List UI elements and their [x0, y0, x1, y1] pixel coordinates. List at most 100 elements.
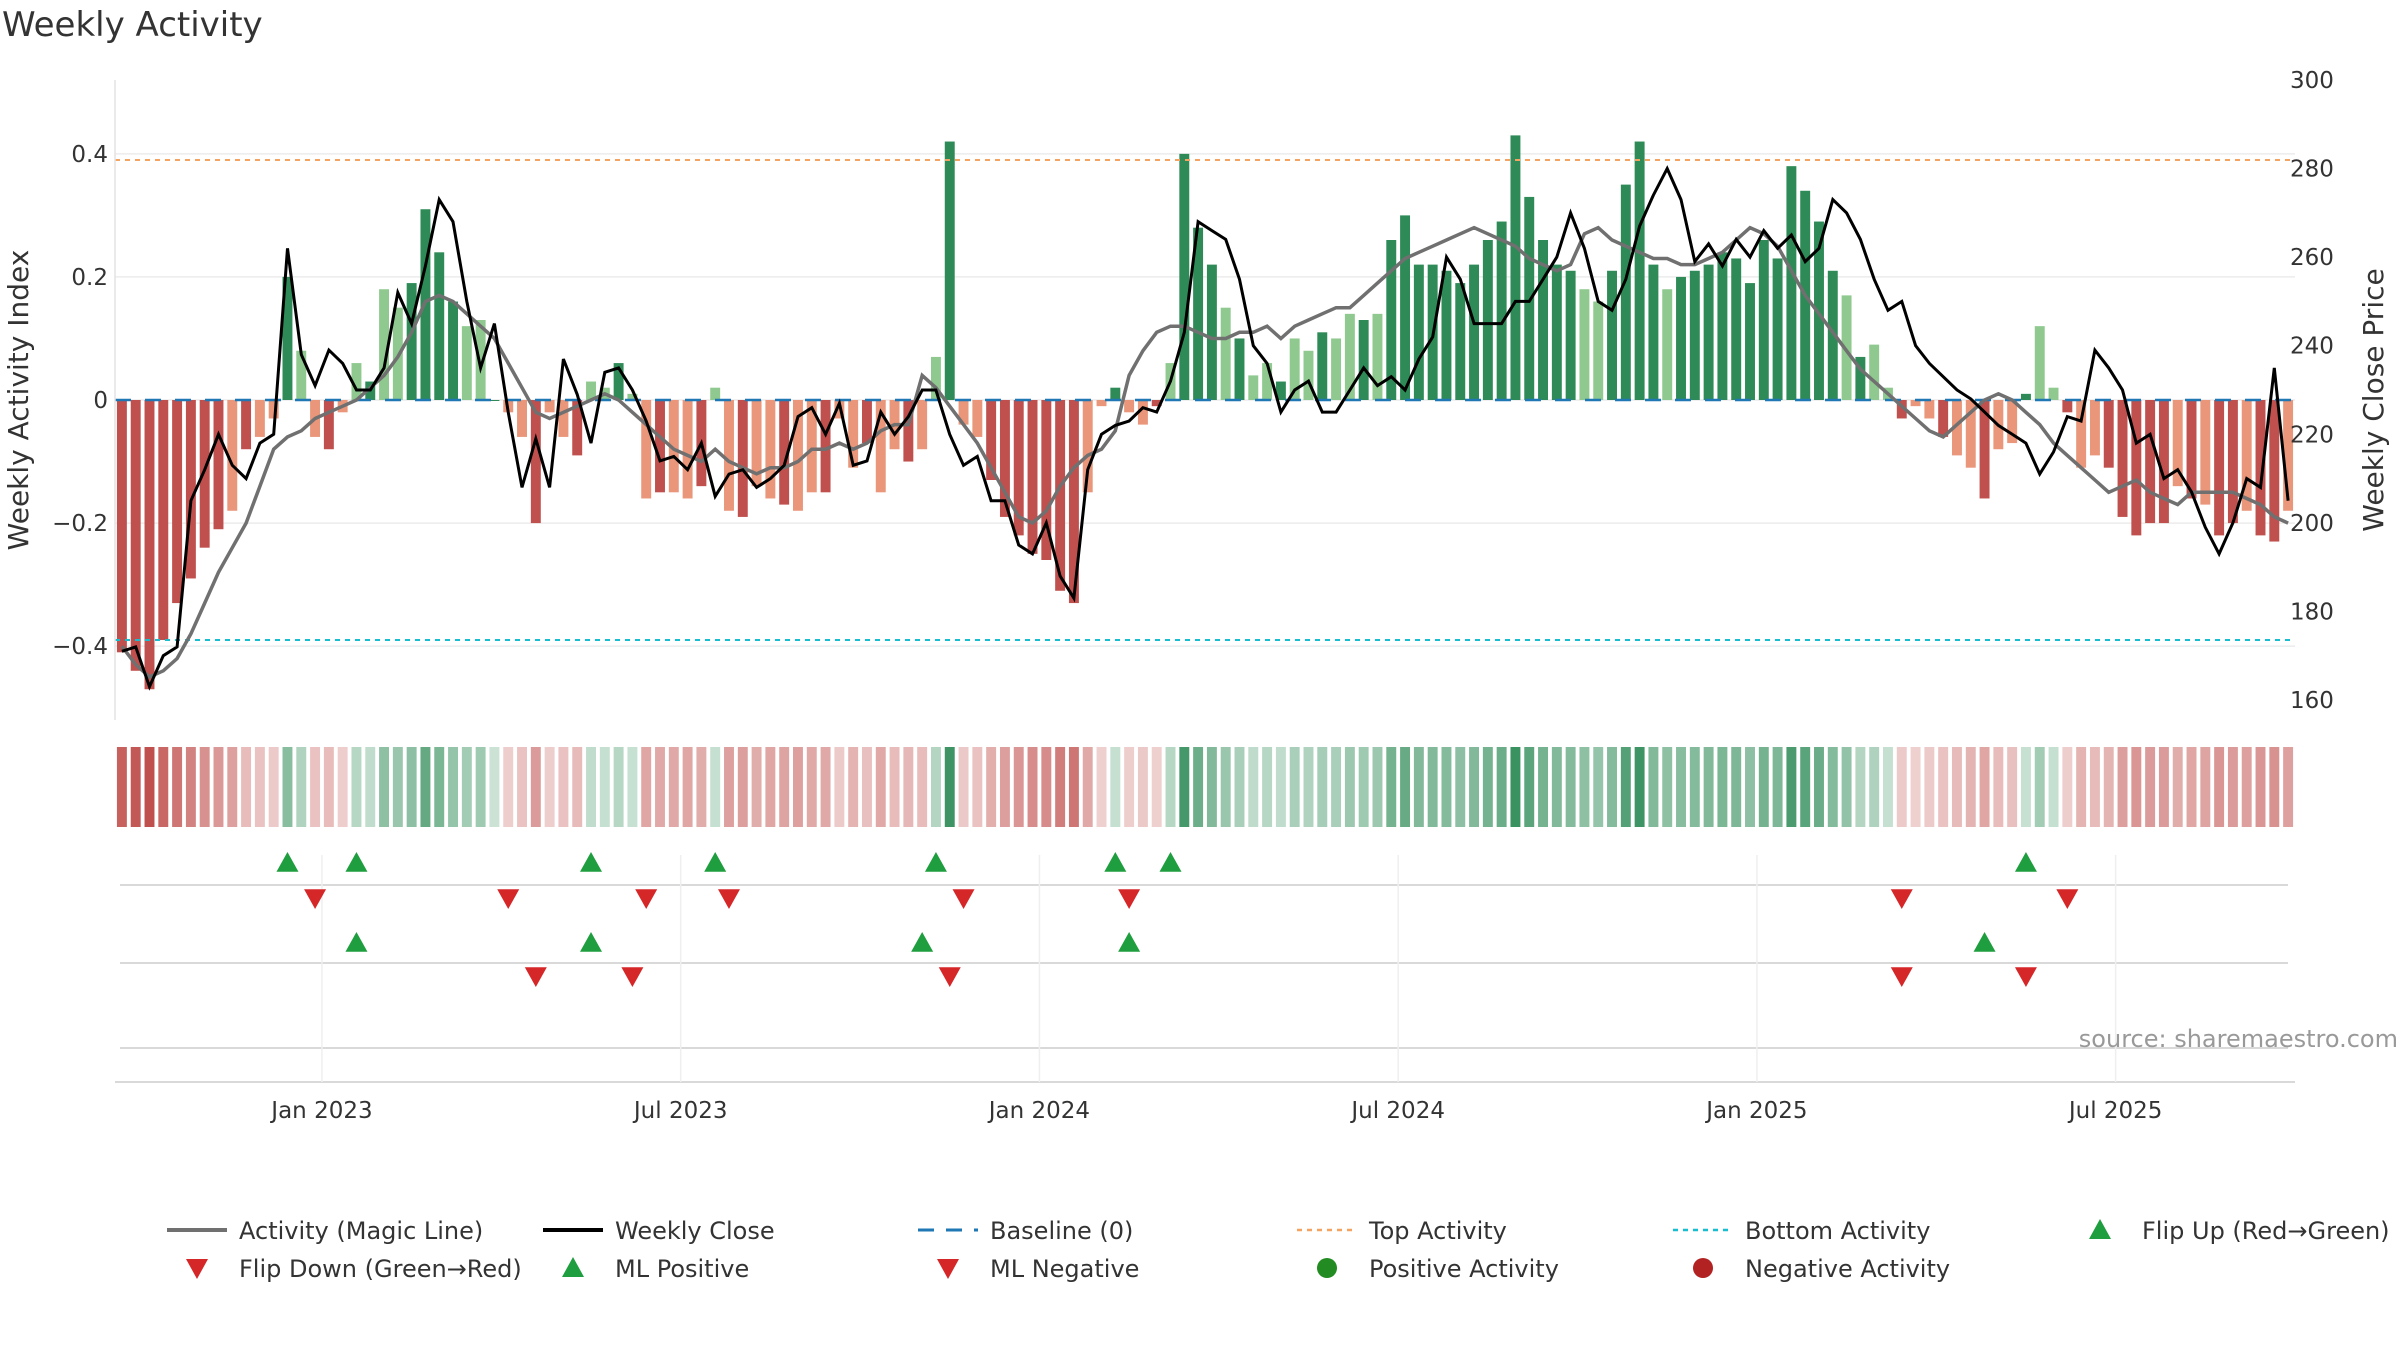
heat-cell: [1758, 747, 1769, 827]
heat-cell: [420, 747, 431, 827]
activity-bar: [806, 400, 817, 493]
heat-cell: [765, 747, 776, 827]
heat-cell: [1151, 747, 1162, 827]
heat-cell: [986, 747, 997, 827]
legend-down-icon: [937, 1259, 959, 1279]
x-tick-label: Jan 2025: [1704, 1098, 1807, 1124]
heat-cell: [1676, 747, 1686, 827]
heat-cell: [737, 747, 748, 827]
heat-cell: [1413, 747, 1424, 827]
activity-bar: [1041, 400, 1052, 560]
magic-line: [120, 225, 2289, 679]
heat-cell: [517, 747, 527, 827]
legend-label: Weekly Close: [615, 1217, 775, 1245]
activity-bar: [1772, 258, 1783, 400]
activity-bar: [268, 400, 279, 419]
heat-cell: [655, 747, 665, 827]
legend-item: Weekly Close: [543, 1217, 775, 1245]
activity-bar: [544, 400, 555, 413]
heat-cell: [199, 747, 210, 827]
heat-cell: [1027, 747, 1038, 827]
up-signal-marker: [924, 852, 947, 872]
activity-bar: [1303, 350, 1314, 400]
heat-cell: [1400, 747, 1411, 827]
down-signal-marker: [524, 967, 547, 987]
legend-circle-icon: [1693, 1258, 1713, 1278]
activity-bar: [1179, 153, 1190, 400]
activity-bar: [1151, 400, 1162, 407]
heat-cell: [1786, 747, 1797, 827]
heat-cell: [1386, 747, 1397, 827]
heat-cell: [489, 747, 500, 827]
heat-cell: [1303, 747, 1314, 827]
activity-bar: [1220, 307, 1231, 400]
down-signal-marker: [1118, 889, 1141, 909]
activity-bar: [999, 400, 1010, 517]
heat-cell: [834, 747, 845, 827]
activity-bar: [1206, 264, 1217, 400]
heat-cell: [751, 747, 762, 827]
activity-bar: [1013, 400, 1024, 536]
up-signal-marker: [580, 932, 603, 952]
heat-cell: [696, 747, 707, 827]
y-tick-label: 0: [93, 388, 108, 414]
heat-cell: [1565, 747, 1576, 827]
heat-cell: [2131, 747, 2142, 827]
activity-bar: [2186, 400, 2197, 499]
heat-cell: [323, 747, 334, 827]
down-signal-marker: [1890, 967, 1913, 987]
activity-bar: [875, 400, 886, 493]
heat-cell: [1206, 747, 1217, 827]
heat-cell: [1800, 747, 1811, 827]
activity-bar: [779, 400, 790, 505]
down-signal-marker: [952, 889, 975, 909]
heat-cell: [1469, 747, 1480, 827]
heat-cell: [668, 747, 679, 827]
heat-cell: [116, 747, 127, 827]
activity-bar: [1538, 240, 1549, 400]
activity-bar: [1124, 400, 1135, 413]
activity-bar: [751, 400, 762, 487]
heat-cell: [1455, 747, 1466, 827]
legend-label: Baseline (0): [990, 1217, 1133, 1245]
activity-bar: [1620, 184, 1631, 400]
heat-cell: [1938, 747, 1949, 827]
heat-cell: [448, 747, 459, 827]
up-signal-marker: [1973, 932, 1996, 952]
activity-bar: [586, 381, 596, 400]
legend-item: Positive Activity: [1317, 1255, 1559, 1283]
activity-bar: [2062, 400, 2073, 413]
heat-cell: [1110, 747, 1121, 827]
heat-cell: [2117, 747, 2128, 827]
activity-bar: [1413, 264, 1424, 400]
down-signal-marker: [2056, 889, 2079, 909]
activity-bar: [1965, 400, 1976, 468]
activity-bar: [1676, 276, 1686, 400]
heat-cell: [1841, 747, 1852, 827]
activity-bar: [1869, 344, 1880, 400]
heat-cell: [2089, 747, 2100, 827]
y-tick-label: 0.2: [71, 265, 108, 291]
heat-cell: [1827, 747, 1838, 827]
heat-cell: [1248, 747, 1259, 827]
heat-cell: [2241, 747, 2252, 827]
heat-cell: [1165, 747, 1176, 827]
heat-cell: [2255, 747, 2266, 827]
heat-cell: [1358, 747, 1369, 827]
heat-cell: [1717, 747, 1728, 827]
activity-bar: [1648, 264, 1659, 400]
heat-cell: [365, 747, 376, 827]
activity-bar: [903, 400, 914, 462]
activity-bar: [2131, 400, 2142, 536]
activity-bar: [2200, 400, 2211, 505]
activity-bar: [1193, 227, 1204, 400]
activity-bar: [1482, 240, 1493, 400]
legend-label: ML Positive: [615, 1255, 749, 1283]
heat-cell: [930, 747, 941, 827]
legend-label: Flip Down (Green→Red): [239, 1255, 522, 1283]
legend-label: Bottom Activity: [1745, 1217, 1930, 1245]
activity-bar: [254, 400, 265, 437]
heat-cell: [724, 747, 734, 827]
legend-label: Negative Activity: [1745, 1255, 1950, 1283]
activity-bar: [558, 400, 569, 437]
